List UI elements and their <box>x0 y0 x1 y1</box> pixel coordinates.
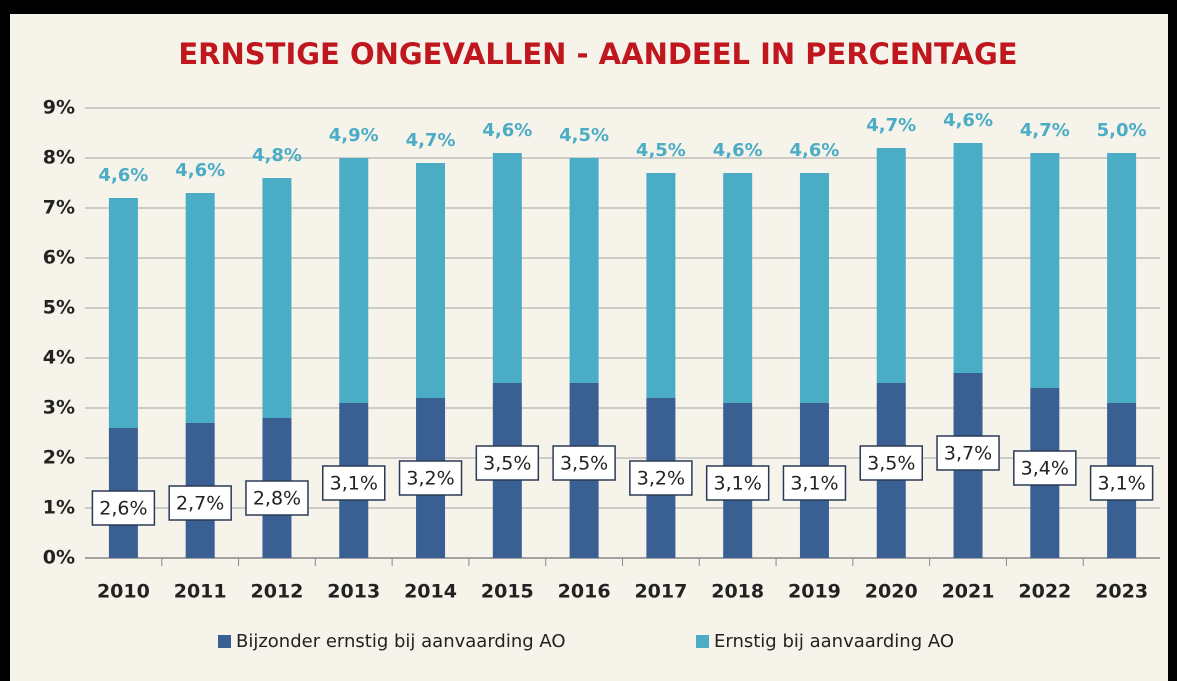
bar-segment <box>799 173 829 403</box>
x-tick-label: 2010 <box>97 581 150 603</box>
value-label: 3,1% <box>1097 473 1145 495</box>
value-label: 3,2% <box>406 468 454 490</box>
x-tick-label: 2012 <box>251 581 304 603</box>
value-label: 4,7% <box>1020 120 1070 141</box>
x-tick-label: 2021 <box>942 581 995 603</box>
x-tick-label: 2011 <box>174 581 227 603</box>
bar-segment <box>108 198 138 428</box>
value-label: 3,4% <box>1021 458 1069 480</box>
x-tick-label: 2019 <box>788 581 841 603</box>
value-label: 4,6% <box>98 165 148 186</box>
x-tick-label: 2017 <box>634 581 687 603</box>
y-tick-label: 7% <box>43 197 75 219</box>
value-label: 3,1% <box>714 473 762 495</box>
x-tick-label: 2023 <box>1095 581 1148 603</box>
value-label-box <box>398 460 463 496</box>
value-label-box <box>782 465 847 501</box>
value-label: 3,2% <box>637 468 685 490</box>
value-label: 2,7% <box>176 493 224 515</box>
value-label: 3,7% <box>944 443 992 465</box>
bar-segment <box>876 148 906 383</box>
bar-segment <box>1107 153 1137 403</box>
legend-swatch <box>218 635 231 648</box>
y-tick-label: 8% <box>43 147 75 169</box>
value-label-box <box>629 460 693 496</box>
value-label: 4,7% <box>406 130 456 151</box>
value-label: 4,7% <box>866 115 916 136</box>
value-label-box <box>322 465 386 501</box>
bar-segment <box>953 143 983 373</box>
value-label: 3,5% <box>867 453 915 475</box>
value-label-box <box>1089 465 1154 501</box>
x-tick-label: 2015 <box>481 581 534 603</box>
value-label: 4,9% <box>329 125 379 146</box>
x-tick-label: 2022 <box>1018 581 1071 603</box>
value-label-box <box>168 485 232 521</box>
value-label: 5,0% <box>1097 120 1147 141</box>
bar-segment <box>185 193 215 423</box>
y-tick-label: 4% <box>43 347 75 369</box>
bar-segment <box>492 153 522 383</box>
y-tick-label: 1% <box>43 497 75 519</box>
x-tick-label: 2014 <box>404 581 457 603</box>
value-label: 4,6% <box>175 160 225 181</box>
value-label: 4,6% <box>790 140 840 161</box>
value-label: 4,6% <box>713 140 763 161</box>
chart-title: ERNSTIGE ONGEVALLEN - AANDEEL IN PERCENT… <box>178 37 1017 71</box>
legend-swatch <box>696 635 709 648</box>
y-tick-label: 0% <box>43 547 75 569</box>
bar-segment <box>416 163 446 398</box>
value-label: 3,1% <box>330 473 378 495</box>
bar-segment <box>1030 153 1060 388</box>
value-label: 4,6% <box>943 110 993 131</box>
bar-segment <box>262 178 292 418</box>
x-tick-label: 2013 <box>327 581 380 603</box>
value-label-box <box>552 445 616 481</box>
bar-segment <box>723 173 753 403</box>
value-label: 2,8% <box>253 488 301 510</box>
legend-label: Bijzonder ernstig bij aanvaarding AO <box>236 631 566 652</box>
legend-label: Ernstig bij aanvaarding AO <box>714 631 954 652</box>
value-label: 4,8% <box>252 145 302 166</box>
bar-segment <box>339 158 369 403</box>
value-label: 2,6% <box>99 498 147 520</box>
bar-segment <box>569 158 599 383</box>
y-tick-label: 5% <box>43 297 75 319</box>
value-label-box <box>936 435 1000 471</box>
x-tick-label: 2018 <box>711 581 764 603</box>
value-label: 3,1% <box>790 473 838 495</box>
y-tick-label: 3% <box>43 397 75 419</box>
value-label-box <box>475 445 540 481</box>
x-tick-label: 2020 <box>865 581 918 603</box>
value-label-box <box>1013 450 1077 486</box>
y-tick-label: 6% <box>43 247 75 269</box>
bar-segment <box>646 173 676 398</box>
value-label: 3,5% <box>483 453 531 475</box>
value-label-box <box>91 490 156 526</box>
y-tick-label: 9% <box>43 97 75 119</box>
value-label: 4,5% <box>559 125 609 146</box>
value-label-box <box>859 445 923 481</box>
x-tick-label: 2016 <box>558 581 611 603</box>
value-label-box <box>245 480 309 516</box>
value-label: 4,5% <box>636 140 686 161</box>
value-label: 4,6% <box>482 120 532 141</box>
value-label: 3,5% <box>560 453 608 475</box>
y-tick-label: 2% <box>43 447 75 469</box>
value-label-box <box>705 465 770 501</box>
